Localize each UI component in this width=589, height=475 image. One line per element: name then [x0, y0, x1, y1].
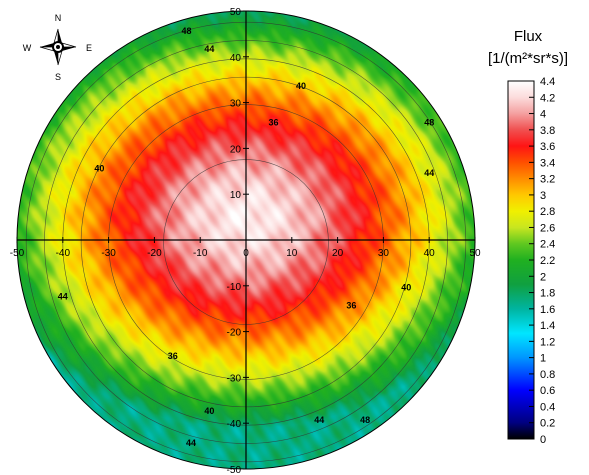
colorbar-tick-label: 1.4: [540, 320, 555, 332]
colorbar-tick-label: 2.2: [540, 255, 555, 267]
colorbar-tick-label: 3.4: [540, 157, 555, 169]
y-tick-label: 20: [230, 144, 242, 155]
colorbar-tick-label: 0.4: [540, 401, 555, 413]
contour-label: 40: [401, 282, 411, 292]
colorbar-tick-label: 2: [540, 271, 546, 283]
contour-label: 44: [314, 415, 324, 425]
colorbar-tick-label: 1: [540, 353, 546, 365]
colorbar-tick-label: 4.2: [540, 92, 555, 104]
colorbar-tick-label: 2.6: [540, 222, 555, 234]
y-tick-label: -20: [227, 328, 242, 339]
y-tick-label: -40: [227, 419, 242, 430]
y-tick-label: -10: [227, 282, 242, 293]
colorbar-ticks: 4.4 4.2 4 3.8 3.6 3.4 3.2 3 2.8 2.6 2.4 2.2 2 1.8 1.6 1…: [529, 76, 555, 446]
colorbar-tick-label: 1.2: [540, 336, 555, 348]
x-tick-label: 50: [469, 248, 481, 259]
contour-label: 48: [360, 415, 370, 425]
contour-label: 48: [424, 118, 434, 128]
contour-label: 44: [58, 292, 68, 302]
compass-rose: N S E W: [23, 13, 92, 82]
colorbar-tick-label: 3.8: [540, 125, 555, 137]
contour-label: 44: [204, 44, 214, 54]
contour-label: 44: [424, 168, 434, 178]
colorbar-tick-label: 3: [540, 190, 546, 202]
legend-title: Flux: [514, 28, 543, 45]
contour-label: 40: [94, 163, 104, 173]
compass-n-label: N: [55, 13, 62, 23]
colorbar-tick-label: 0.2: [540, 418, 555, 430]
y-tick-label: 10: [230, 190, 242, 201]
contour-label: 36: [168, 351, 178, 361]
y-tick-label: 30: [230, 99, 242, 110]
contour-label: 36: [346, 301, 356, 311]
x-tick-label: 0: [243, 248, 249, 259]
compass-s-label: S: [55, 72, 61, 82]
colorbar-tick-label: 2.4: [540, 239, 555, 251]
axes: -50 -40 -30 -20 -10 0 10 20 30 40 50 50 40 30 20 10 -10 -…: [10, 7, 481, 475]
colorbar-tick-label: 2.8: [540, 206, 555, 218]
contour-label: 36: [268, 118, 278, 128]
colorbar-tick-label: 4: [540, 109, 546, 121]
compass-e-label: E: [86, 43, 92, 53]
y-tick-label: 40: [230, 53, 242, 64]
x-tick-label: -40: [56, 248, 71, 259]
y-tick-label: -50: [227, 465, 242, 475]
colorbar-tick-label: 4.4: [540, 76, 555, 88]
colorbar-tick-label: 0.6: [540, 385, 555, 397]
x-tick-label: 30: [378, 248, 390, 259]
colorbar-tick-label: 0: [540, 434, 546, 446]
x-tick-label: -30: [101, 248, 116, 259]
x-tick-label: -20: [147, 248, 162, 259]
colorbar-tick-label: 3.6: [540, 141, 555, 153]
x-tick-label: 10: [286, 248, 298, 259]
y-tick-label: 50: [230, 7, 242, 18]
legend: Flux [1/(m²*sr*s)] 4.4 4.2 4 3.8 3.6 3.4 3.2 3 2…: [488, 28, 568, 446]
contour-label: 44: [186, 438, 196, 448]
x-tick-label: -10: [193, 248, 208, 259]
colorbar-tick-label: 3.2: [540, 174, 555, 186]
compass-w-label: W: [23, 43, 32, 53]
compass-star-icon: [39, 28, 77, 66]
x-tick-label: 40: [424, 248, 436, 259]
colorbar-tick-label: 1.6: [540, 304, 555, 316]
contour-labels: 48 44 40 36 40 48 44 40 36 36 44 40 44 48 44: [58, 26, 434, 448]
x-tick-label: 20: [332, 248, 344, 259]
legend-units: [1/(m²*sr*s)]: [488, 50, 568, 67]
colorbar-tick-label: 1.8: [540, 288, 555, 300]
contour-label: 48: [181, 26, 191, 36]
x-tick-label: -50: [10, 248, 25, 259]
colorbar-tick-label: 0.8: [540, 369, 555, 381]
contour-label: 40: [204, 406, 214, 416]
y-tick-label: -30: [227, 373, 242, 384]
contour-label: 40: [296, 81, 306, 91]
